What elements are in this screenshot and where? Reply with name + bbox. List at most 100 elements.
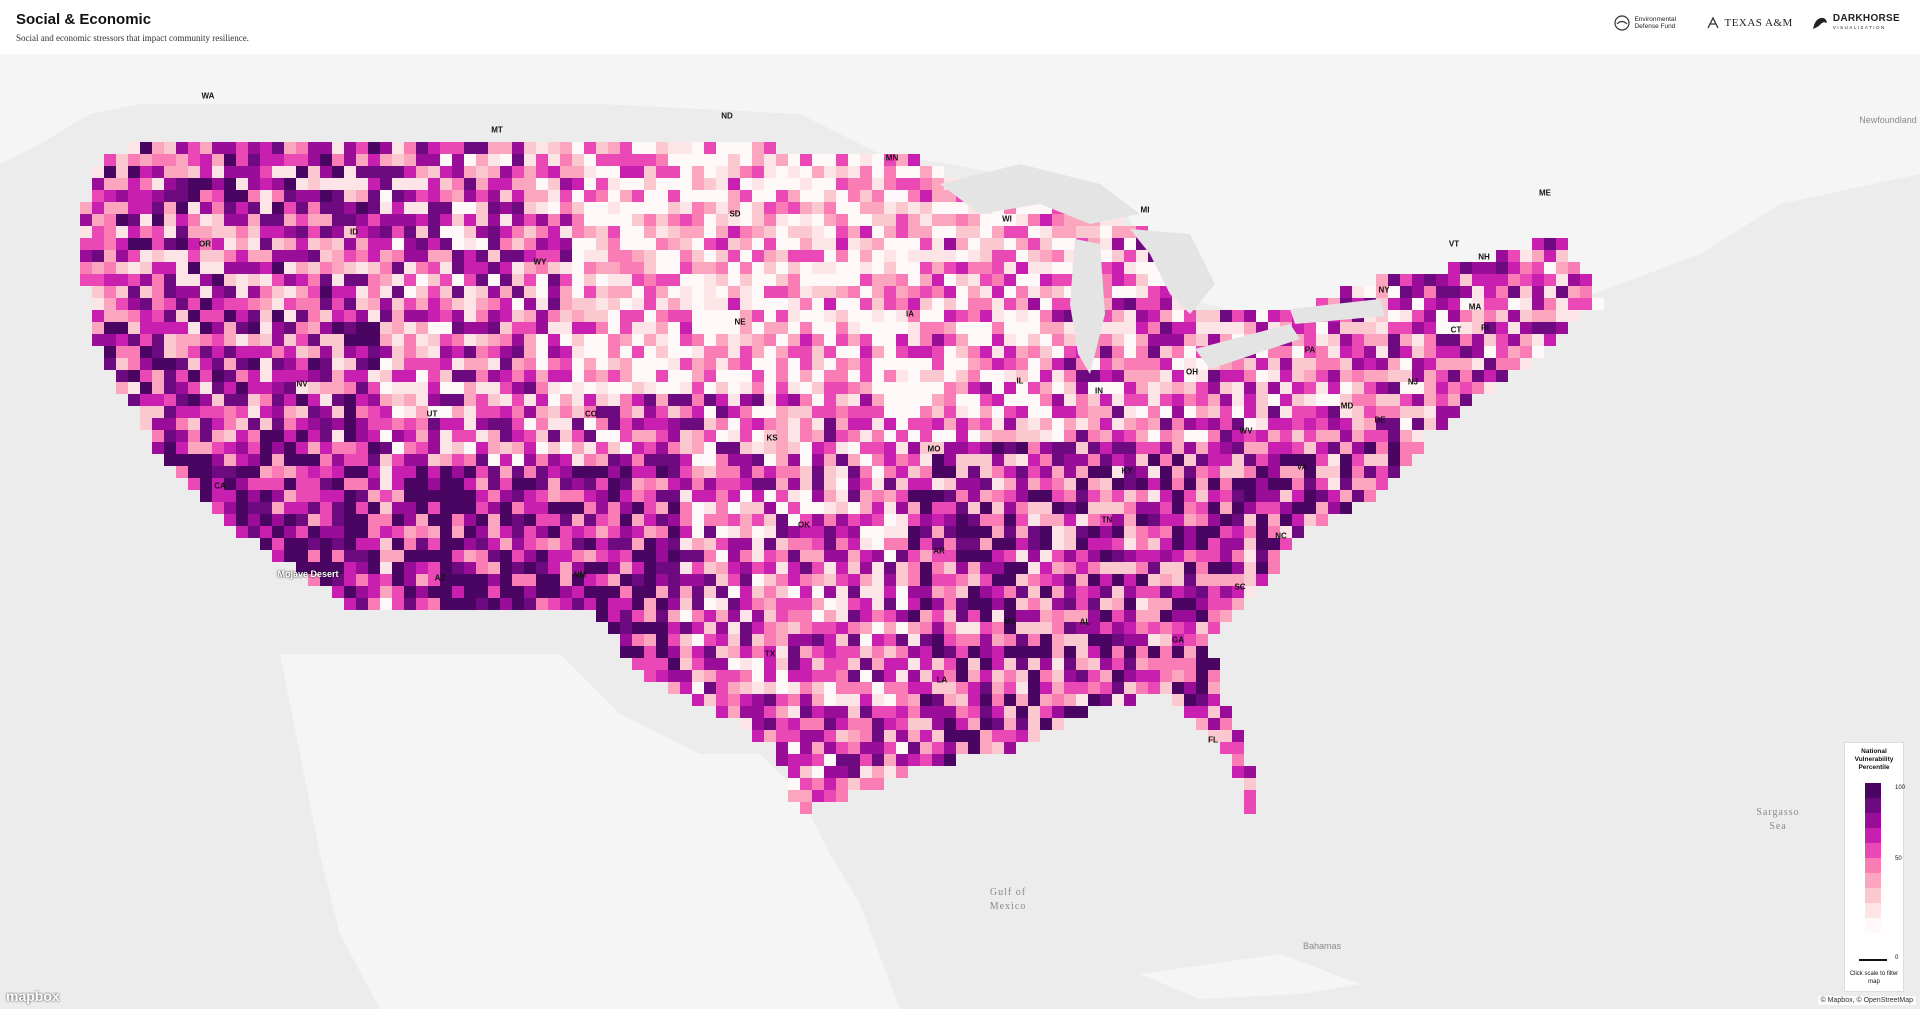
county-cell[interactable] [488,154,500,166]
county-cell[interactable] [260,358,272,370]
county-cell[interactable] [1520,298,1532,310]
county-cell[interactable] [848,562,860,574]
county-cell[interactable] [116,226,128,238]
county-cell[interactable] [1136,490,1148,502]
county-cell[interactable] [296,226,308,238]
county-cell[interactable] [440,214,452,226]
county-cell[interactable] [956,646,968,658]
county-cell[interactable] [1400,298,1412,310]
county-cell[interactable] [1424,334,1436,346]
county-cell[interactable] [800,562,812,574]
county-cell[interactable] [788,310,800,322]
county-cell[interactable] [1448,358,1460,370]
county-cell[interactable] [356,322,368,334]
county-cell[interactable] [1220,382,1232,394]
county-cell[interactable] [596,286,608,298]
county-cell[interactable] [656,202,668,214]
county-cell[interactable] [392,382,404,394]
county-cell[interactable] [1148,538,1160,550]
county-cell[interactable] [272,466,284,478]
county-cell[interactable] [764,598,776,610]
county-cell[interactable] [488,298,500,310]
county-cell[interactable] [1436,322,1448,334]
county-cell[interactable] [440,538,452,550]
county-cell[interactable] [200,250,212,262]
county-cell[interactable] [824,730,836,742]
county-cell[interactable] [308,562,320,574]
county-cell[interactable] [308,370,320,382]
county-cell[interactable] [440,502,452,514]
county-cell[interactable] [488,574,500,586]
county-cell[interactable] [1256,358,1268,370]
county-cell[interactable] [644,574,656,586]
county-cell[interactable] [800,214,812,226]
county-cell[interactable] [956,514,968,526]
county-cell[interactable] [1172,406,1184,418]
county-cell[interactable] [800,598,812,610]
county-cell[interactable] [440,262,452,274]
county-cell[interactable] [284,310,296,322]
county-cell[interactable] [860,202,872,214]
county-cell[interactable] [896,670,908,682]
county-cell[interactable] [248,346,260,358]
county-cell[interactable] [764,658,776,670]
county-cell[interactable] [1400,442,1412,454]
county-cell[interactable] [488,562,500,574]
county-cell[interactable] [884,382,896,394]
county-cell[interactable] [1112,274,1124,286]
county-cell[interactable] [1028,358,1040,370]
county-cell[interactable] [392,358,404,370]
county-cell[interactable] [788,610,800,622]
county-cell[interactable] [1112,586,1124,598]
county-cell[interactable] [1268,538,1280,550]
county-cell[interactable] [536,394,548,406]
county-cell[interactable] [968,322,980,334]
county-cell[interactable] [1328,478,1340,490]
county-cell[interactable] [1112,310,1124,322]
county-cell[interactable] [716,682,728,694]
county-cell[interactable] [296,286,308,298]
county-cell[interactable] [140,190,152,202]
county-cell[interactable] [668,406,680,418]
county-cell[interactable] [248,202,260,214]
county-cell[interactable] [488,322,500,334]
county-cell[interactable] [1220,454,1232,466]
county-cell[interactable] [944,526,956,538]
county-cell[interactable] [272,226,284,238]
county-cell[interactable] [188,298,200,310]
county-cell[interactable] [80,238,92,250]
county-cell[interactable] [644,166,656,178]
county-cell[interactable] [296,406,308,418]
county-cell[interactable] [224,310,236,322]
county-cell[interactable] [188,214,200,226]
county-cell[interactable] [956,274,968,286]
county-cell[interactable] [1160,634,1172,646]
county-cell[interactable] [752,634,764,646]
county-cell[interactable] [1280,418,1292,430]
county-cell[interactable] [704,370,716,382]
county-cell[interactable] [668,142,680,154]
county-cell[interactable] [212,190,224,202]
county-cell[interactable] [1172,646,1184,658]
county-cell[interactable] [956,334,968,346]
county-cell[interactable] [548,490,560,502]
county-cell[interactable] [416,418,428,430]
county-cell[interactable] [896,622,908,634]
county-cell[interactable] [776,238,788,250]
county-cell[interactable] [752,682,764,694]
county-cell[interactable] [764,262,776,274]
county-cell[interactable] [980,562,992,574]
county-cell[interactable] [116,202,128,214]
county-cell[interactable] [1088,454,1100,466]
county-cell[interactable] [1124,478,1136,490]
county-cell[interactable] [944,538,956,550]
county-cell[interactable] [488,274,500,286]
county-cell[interactable] [392,562,404,574]
county-cell[interactable] [920,346,932,358]
county-cell[interactable] [956,430,968,442]
county-cell[interactable] [956,466,968,478]
county-cell[interactable] [752,514,764,526]
county-cell[interactable] [164,382,176,394]
county-cell[interactable] [872,622,884,634]
county-cell[interactable] [296,466,308,478]
